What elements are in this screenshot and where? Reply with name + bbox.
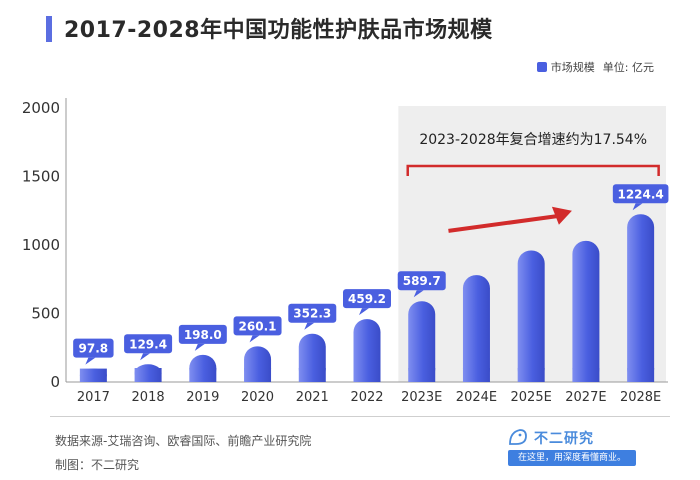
maker-note: 制图：不二研究 bbox=[55, 458, 140, 472]
bar-2025E bbox=[517, 250, 545, 382]
data-label-pointer bbox=[413, 290, 424, 298]
cagr-annotation: 2023-2028年复合增速约为17.54% bbox=[419, 131, 647, 148]
data-label-2019: 198.0 bbox=[178, 324, 227, 351]
x-tick-label: 2028E bbox=[620, 390, 661, 405]
brand-logo-icon bbox=[509, 429, 527, 445]
cagr-bracket bbox=[406, 164, 660, 176]
y-tick-label: 1000 bbox=[22, 236, 60, 254]
bar-base-2023E bbox=[408, 368, 436, 382]
data-label-text: 260.1 bbox=[239, 319, 277, 333]
bar-base-2019 bbox=[189, 368, 217, 382]
y-tick-label: 1500 bbox=[22, 168, 60, 186]
bar-2022 bbox=[353, 319, 381, 382]
data-label-pointer bbox=[632, 203, 643, 211]
trend-arrow-line bbox=[448, 213, 561, 233]
x-tick-label: 2025E bbox=[511, 390, 552, 405]
x-tick-label: 2018 bbox=[132, 390, 165, 405]
legend-swatch bbox=[536, 62, 547, 72]
data-label-box bbox=[612, 184, 669, 204]
x-tick-label: 2020 bbox=[241, 390, 274, 405]
data-label-box bbox=[288, 303, 337, 323]
data-label-box bbox=[397, 271, 446, 291]
legend-unit-label: 单位: 亿元 bbox=[602, 61, 654, 74]
bar-base-2028E bbox=[627, 368, 655, 382]
brand-name: 不二研究 bbox=[534, 431, 594, 447]
bar-base-2021 bbox=[298, 368, 326, 382]
data-label-text: 352.3 bbox=[293, 307, 331, 321]
brand-block: 不二研究 在这里，用深度看懂商业。 bbox=[508, 428, 638, 468]
y-tick-label: 500 bbox=[31, 305, 60, 323]
bar-2028E bbox=[627, 214, 655, 382]
x-tick-label: 2017 bbox=[77, 390, 110, 405]
data-label-2017: 97.8 bbox=[73, 338, 114, 365]
data-label-box bbox=[343, 289, 391, 309]
data-label-box bbox=[73, 338, 114, 358]
data-label-box bbox=[178, 324, 227, 344]
bar-base-2025E bbox=[517, 368, 545, 382]
bar-2024E bbox=[462, 275, 490, 382]
data-label-text: 1224.4 bbox=[617, 187, 663, 201]
legend: 市场规模 单位: 亿元 bbox=[536, 59, 654, 75]
data-label-pointer bbox=[304, 322, 315, 330]
x-tick-label: 2021 bbox=[296, 390, 329, 405]
data-label-pointer bbox=[194, 343, 205, 351]
data-label-pointer bbox=[249, 335, 260, 343]
page-title: 2017-2028年中国功能性护肤品市场规模 bbox=[64, 18, 493, 43]
legend-item: 市场规模 bbox=[536, 59, 595, 75]
x-tick-label: 2027E bbox=[565, 390, 606, 405]
title-accent-bar bbox=[46, 16, 52, 42]
data-label-box bbox=[124, 334, 173, 354]
title-area: 2017-2028年中国功能性护肤品市场规模 bbox=[0, 0, 700, 48]
data-label-text: 459.2 bbox=[348, 292, 386, 306]
brand-slogan: 在这里，用深度看懂商业。 bbox=[508, 450, 636, 466]
footer-divider bbox=[50, 416, 670, 417]
x-tick-label: 2019 bbox=[186, 390, 219, 405]
data-label-2023E: 589.7 bbox=[397, 271, 446, 298]
bar-base-2018 bbox=[134, 368, 162, 382]
data-label-text: 589.7 bbox=[403, 274, 441, 288]
data-label-text: 198.0 bbox=[184, 328, 222, 342]
data-label-2028E: 1224.4 bbox=[612, 184, 669, 211]
data-label-text: 129.4 bbox=[129, 337, 167, 351]
data-label-pointer bbox=[140, 353, 151, 361]
source-note: 数据来源-艾瑞咨询、欧睿国际、前瞻产业研究院 bbox=[55, 434, 312, 448]
data-label-2018: 129.4 bbox=[124, 334, 173, 361]
x-tick-label: 2022 bbox=[350, 390, 383, 405]
data-label-2020: 260.1 bbox=[233, 316, 282, 343]
x-tick-label: 2023E bbox=[401, 390, 442, 405]
bar-2027E bbox=[572, 240, 600, 382]
trend-arrow-head bbox=[551, 206, 572, 225]
bar-base-2027E bbox=[572, 368, 600, 382]
bar-2023E bbox=[408, 301, 436, 382]
x-tick-label: 2024E bbox=[456, 390, 497, 405]
bar-base-2020 bbox=[244, 368, 272, 382]
bar-base-2017 bbox=[79, 368, 107, 382]
y-tick-label: 2000 bbox=[22, 99, 60, 117]
legend-series-label: 市场规模 bbox=[550, 61, 595, 74]
data-label-2022: 459.2 bbox=[343, 289, 391, 316]
y-tick-label: 0 bbox=[50, 373, 60, 391]
bar-base-2022 bbox=[353, 368, 381, 382]
data-label-text: 97.8 bbox=[79, 342, 109, 356]
data-label-pointer bbox=[359, 308, 369, 316]
data-label-pointer bbox=[85, 357, 96, 365]
bar-base-2024E bbox=[462, 368, 490, 382]
data-label-box bbox=[233, 316, 282, 336]
data-label-2021: 352.3 bbox=[288, 303, 337, 330]
